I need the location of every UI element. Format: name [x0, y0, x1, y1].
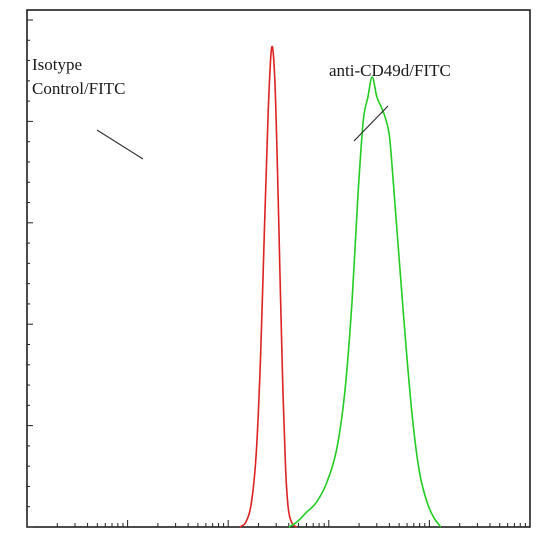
plot-border — [26, 9, 531, 528]
annotation-label: anti-CD49d/FITC — [329, 61, 451, 80]
series-line-1 — [288, 76, 442, 528]
annotation-label: Isotype Control/FITC — [32, 55, 126, 98]
series-lines — [239, 45, 442, 528]
annotation-line: anti-CD49d/FITC — [329, 61, 451, 80]
annotation-leader — [353, 105, 389, 142]
plot-frame — [26, 9, 531, 528]
annotations: Isotype Control/FITC anti-CD49d/FITC — [32, 55, 451, 160]
annotation-leader — [96, 129, 144, 160]
axis-ticks — [26, 19, 531, 528]
annotation-line: Isotype — [32, 55, 82, 74]
annotation-line: Control/FITC — [32, 79, 126, 98]
series-line-0 — [239, 45, 298, 528]
